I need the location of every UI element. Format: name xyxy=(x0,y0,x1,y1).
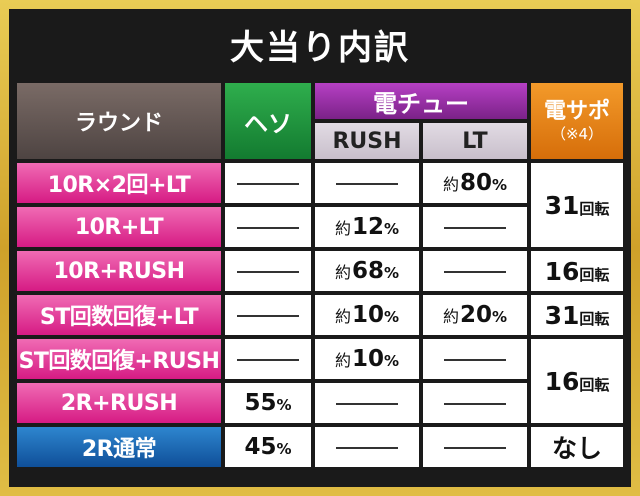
rush-prefix: 約 xyxy=(334,351,351,370)
rush-prefix: 約 xyxy=(334,263,351,282)
empty-dash xyxy=(336,182,398,185)
densapo-unit: 回転 xyxy=(579,375,610,394)
heso-cell xyxy=(225,295,311,335)
header-denchu: 電チュー xyxy=(315,83,527,119)
heso-cell xyxy=(225,339,311,379)
densapo-cell: 16回転 xyxy=(531,251,623,291)
header-round: ラウンド xyxy=(17,83,221,159)
lt-num: 80 xyxy=(459,170,492,196)
densapo-num: 31 xyxy=(544,190,580,220)
densapo-unit: 回転 xyxy=(579,199,610,218)
table-row: ST回数回復+LT 約10% 約20% 31回転 xyxy=(17,295,623,335)
table-row: 2R+RUSH 55% xyxy=(17,383,623,423)
header-densapo-note: （※4） xyxy=(550,124,604,143)
heso-cell xyxy=(225,207,311,247)
heso-cell: 55% xyxy=(225,383,311,423)
rush-num: 12 xyxy=(351,214,384,240)
densapo-cell: なし xyxy=(531,427,623,467)
densapo-unit: 回転 xyxy=(579,309,610,328)
heso-cell xyxy=(225,163,311,203)
table-row: 10R×2回+LT 約80% 31回転 xyxy=(17,163,623,247)
lt-unit: % xyxy=(492,308,508,326)
heso-cell xyxy=(225,251,311,291)
header-densapo: 電サポ （※4） xyxy=(531,83,623,159)
lt-num: 20 xyxy=(459,302,492,328)
densapo-unit: 回転 xyxy=(579,265,610,284)
table-row: 2R通常 45% なし xyxy=(17,427,623,467)
rush-cell: 約10% xyxy=(315,339,419,379)
rush-cell: 約68% xyxy=(315,251,419,291)
round-label: 10R+LT xyxy=(17,207,221,247)
page-title: 大当り内訳 xyxy=(230,27,410,68)
rush-unit: % xyxy=(384,308,400,326)
table-panel: 大当り内訳 ラウンド ヘソ 電チュー 電サポ （※4） RUSH LT xyxy=(9,9,631,487)
rush-num: 10 xyxy=(351,346,384,372)
rush-num: 68 xyxy=(351,258,384,284)
rush-cell: 約12% xyxy=(315,207,419,247)
empty-dash xyxy=(444,402,506,405)
empty-dash xyxy=(237,182,299,185)
header-rush: RUSH xyxy=(315,123,419,159)
heso-num: 55 xyxy=(244,390,277,416)
lt-cell: 約80% xyxy=(423,163,527,203)
rush-prefix: 約 xyxy=(334,219,351,238)
empty-dash xyxy=(237,270,299,273)
empty-dash xyxy=(444,226,506,229)
rush-num: 10 xyxy=(351,302,384,328)
rush-unit: % xyxy=(384,220,400,238)
densapo-num: 16 xyxy=(544,256,580,286)
empty-dash xyxy=(444,358,506,361)
rush-cell xyxy=(315,383,419,423)
table-body: 10R×2回+LT 約80% 31回転 10R+LT 約12% 10R+RUSH 約68% 1… xyxy=(17,163,623,467)
rush-prefix: 約 xyxy=(334,307,351,326)
lt-unit: % xyxy=(492,176,508,194)
empty-dash xyxy=(336,446,398,449)
round-label: 2R+RUSH xyxy=(17,383,221,423)
round-label: 10R×2回+LT xyxy=(17,163,221,203)
header-heso: ヘソ xyxy=(225,83,311,159)
lt-cell: 約20% xyxy=(423,295,527,335)
empty-dash xyxy=(237,314,299,317)
lt-prefix: 約 xyxy=(442,175,459,194)
table-row: 10R+LT 約12% xyxy=(17,207,623,247)
rush-cell xyxy=(315,163,419,203)
lt-cell xyxy=(423,383,527,423)
round-label: 2R通常 xyxy=(17,427,221,467)
empty-dash xyxy=(336,402,398,405)
lt-cell xyxy=(423,207,527,247)
rush-unit: % xyxy=(384,264,400,282)
empty-dash xyxy=(444,270,506,273)
heso-unit: % xyxy=(276,440,292,458)
table-row: ST回数回復+RUSH 約10% 16回転 xyxy=(17,339,623,423)
densapo-num: 31 xyxy=(544,300,580,330)
empty-dash xyxy=(237,358,299,361)
densapo-num: 16 xyxy=(544,366,580,396)
lt-cell xyxy=(423,339,527,379)
empty-dash xyxy=(237,226,299,229)
rush-cell: 約10% xyxy=(315,295,419,335)
densapo-text: なし xyxy=(551,434,602,463)
jackpot-breakdown-table: ラウンド ヘソ 電チュー 電サポ （※4） RUSH LT 10R×2回+LT 約… xyxy=(13,79,627,471)
densapo-cell: 16回転 xyxy=(531,339,623,423)
header-densapo-label: 電サポ xyxy=(543,98,610,124)
heso-unit: % xyxy=(276,396,292,414)
round-label: ST回数回復+RUSH xyxy=(17,339,221,379)
header-lt: LT xyxy=(423,123,527,159)
lt-prefix: 約 xyxy=(442,307,459,326)
round-label: ST回数回復+LT xyxy=(17,295,221,335)
table-row: 10R+RUSH 約68% 16回転 xyxy=(17,251,623,291)
heso-num: 45 xyxy=(244,434,277,460)
rush-unit: % xyxy=(384,352,400,370)
densapo-cell: 31回転 xyxy=(531,295,623,335)
lt-cell xyxy=(423,251,527,291)
densapo-cell: 31回転 xyxy=(531,163,623,247)
rush-cell xyxy=(315,427,419,467)
lt-cell xyxy=(423,427,527,467)
empty-dash xyxy=(444,446,506,449)
round-label: 10R+RUSH xyxy=(17,251,221,291)
heso-cell: 45% xyxy=(225,427,311,467)
